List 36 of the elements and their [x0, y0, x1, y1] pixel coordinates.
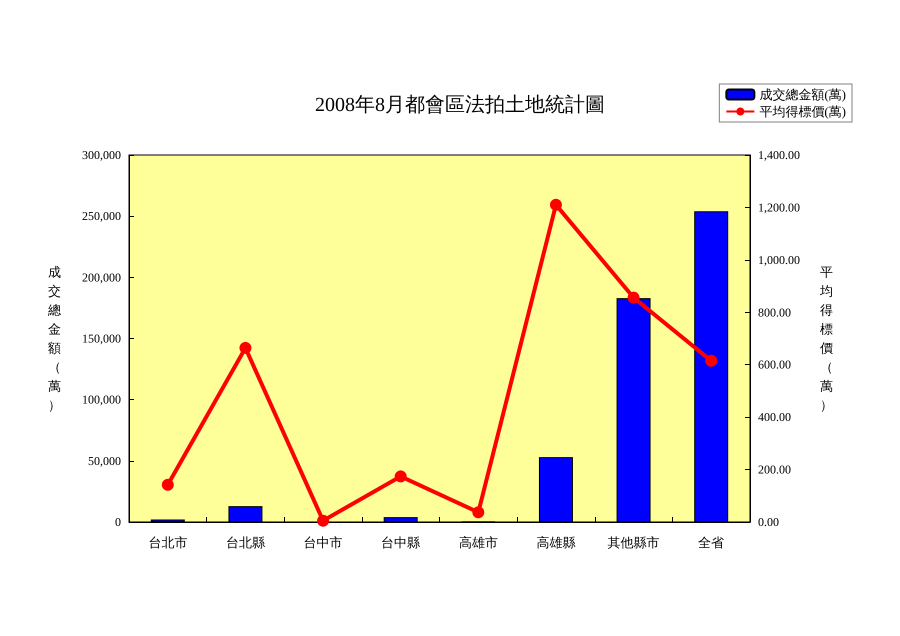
- point: [317, 514, 330, 527]
- x-tick-label: 台中市: [304, 535, 343, 550]
- y-tick-label: 100,000: [82, 392, 121, 407]
- y-tick-label: 250,000: [82, 209, 121, 224]
- y2-tick-label: 1,200.00: [758, 200, 800, 214]
- y2-tick-label: 1,000.00: [758, 252, 800, 267]
- y2-tick-label: 1,400.00: [758, 148, 800, 162]
- x-tick-label: 高雄縣: [536, 535, 576, 550]
- y-tick-label: 300,000: [82, 148, 121, 162]
- point: [472, 506, 484, 518]
- point: [628, 292, 640, 304]
- chart-title: 2008年8月都會區法拍土地統計圖: [315, 94, 605, 116]
- y2-tick-label: 400.00: [758, 410, 791, 424]
- y-tick-label: 150,000: [82, 332, 121, 346]
- point: [705, 354, 718, 367]
- point: [162, 478, 174, 491]
- y2-tick-label: 800.00: [758, 305, 791, 320]
- x-tick-label: 高雄市: [458, 535, 498, 550]
- x-tick-label: 台北縣: [226, 535, 265, 550]
- y2-tick-label: 200.00: [758, 462, 791, 477]
- y-axis-title: 成交總金額（萬）: [47, 264, 61, 412]
- y-tick-label: 200,000: [82, 270, 121, 284]
- y2-axis-title: 平均得標價（萬）: [819, 264, 833, 412]
- y2-tick-label: 0.00: [758, 515, 779, 529]
- x-tick-label: 全省: [698, 535, 724, 550]
- point: [239, 342, 252, 354]
- point: [394, 470, 407, 482]
- x-tick-label: 台中縣: [381, 535, 420, 550]
- legend-label: 平均得標價(萬): [759, 104, 846, 119]
- y-tick-label: 0: [115, 515, 121, 529]
- y2-tick-label: 600.00: [758, 358, 791, 372]
- y-tick-label: 50,000: [88, 454, 121, 468]
- point: [550, 198, 562, 211]
- x-tick-label: 其他縣市: [608, 535, 660, 550]
- x-tick-label: 台北市: [148, 535, 188, 550]
- legend-label: 成交總金額(萬): [759, 87, 846, 102]
